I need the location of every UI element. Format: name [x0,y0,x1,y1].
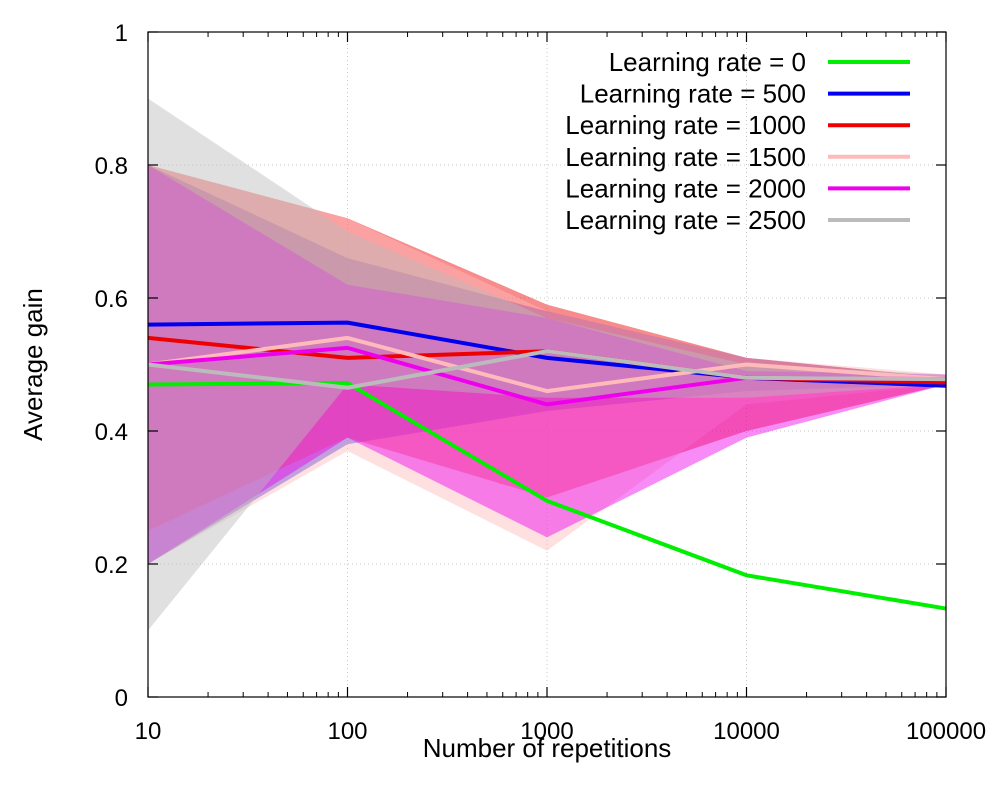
legend-label: Learning rate = 500 [580,79,806,109]
confidence-band [148,165,946,531]
y-axis-title: Average gain [18,288,48,441]
series-line [147,335,947,394]
x-tick-label: 10000 [713,718,780,745]
series-lines [147,320,947,611]
series-line [147,349,947,390]
y-tick-label: 0.6 [95,286,128,313]
y-tick-label: 0.8 [95,153,128,180]
legend-label: Learning rate = 2000 [565,173,806,203]
legend-label: Learning rate = 1500 [565,142,806,172]
confidence-bands [148,98,946,631]
legend-label: Learning rate = 0 [609,47,806,77]
confidence-band [148,98,946,631]
y-tick-label: 0.2 [95,552,128,579]
y-tick-label: 1 [115,20,128,47]
confidence-band [148,165,946,564]
x-axis-title: Number of repetitions [423,733,672,763]
confidence-band [148,165,946,564]
y-tick-label: 0 [115,685,128,712]
x-tick-label: 10 [135,718,162,745]
axis-ticks: 10 100 1000 10000 100000 0 0.2 0.4 0.6 0.8 1 [95,20,986,745]
confidence-band [148,165,946,564]
series-line [147,381,947,611]
x-tick-label: 100000 [906,718,986,745]
legend-label: Learning rate = 2500 [565,205,806,235]
x-tick-label: 100 [327,718,367,745]
legend-label: Learning rate = 1000 [565,110,806,140]
y-tick-label: 0.4 [95,419,128,446]
x-tick-label: 1000 [520,718,573,745]
